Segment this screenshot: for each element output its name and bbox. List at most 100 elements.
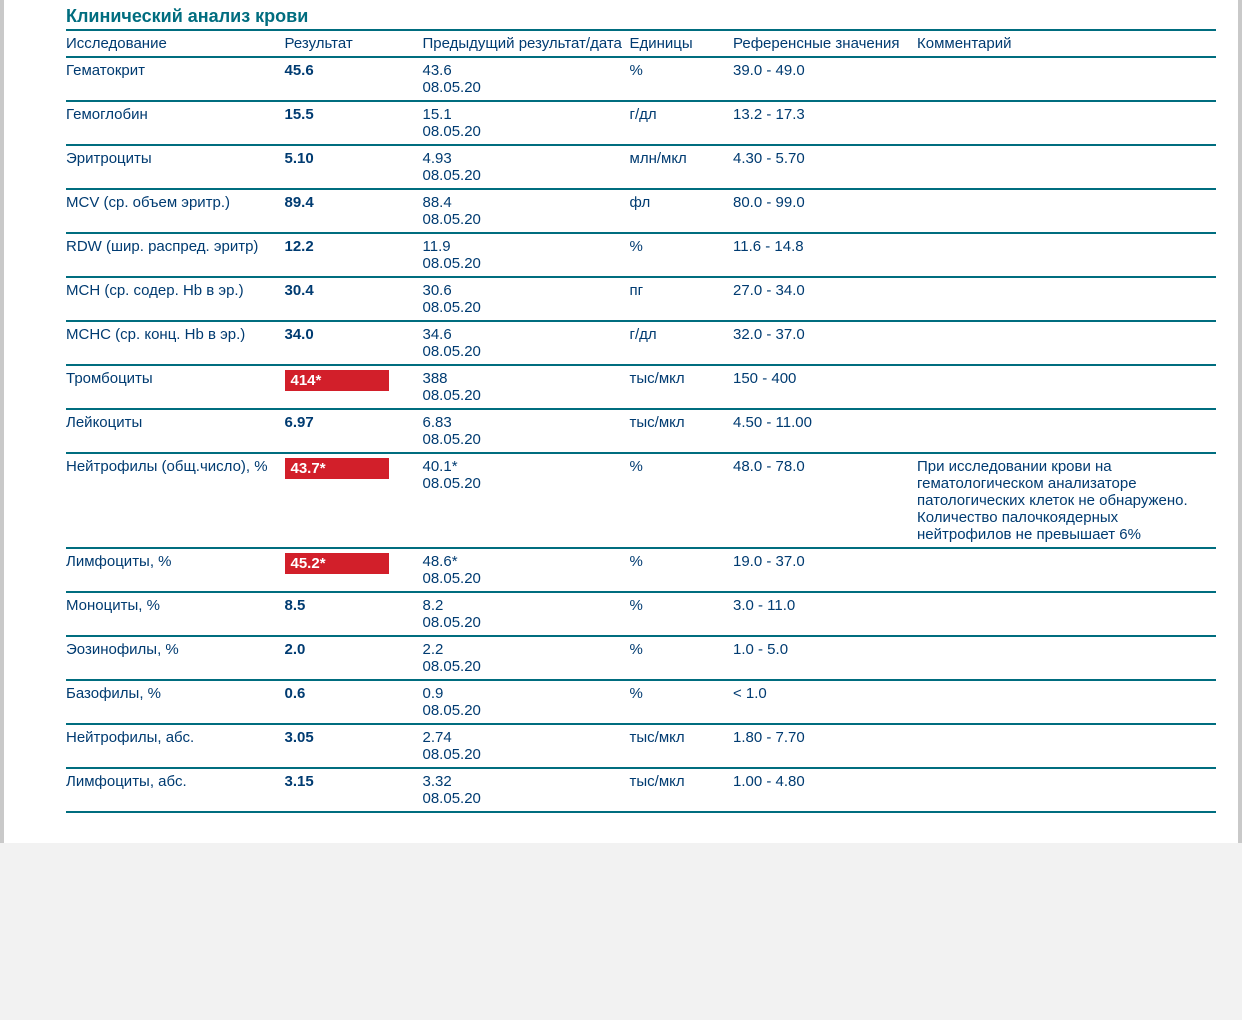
prev-value: 8.2 (423, 597, 624, 614)
cell-result: 15.5 (285, 101, 423, 145)
cell-reference: 1.00 - 4.80 (733, 768, 917, 812)
cell-comment (917, 768, 1216, 812)
prev-date: 08.05.20 (423, 702, 624, 719)
prev-value: 4.93 (423, 150, 624, 167)
prev-date: 08.05.20 (423, 255, 624, 272)
cell-reference: 150 - 400 (733, 365, 917, 409)
cell-previous: 11.908.05.20 (423, 233, 630, 277)
cell-result: 3.15 (285, 768, 423, 812)
cell-result: 12.2 (285, 233, 423, 277)
cell-test: Эритроциты (66, 145, 285, 189)
table-row: Тромбоциты414*38808.05.20тыс/мкл150 - 40… (66, 365, 1216, 409)
cell-reference: 13.2 - 17.3 (733, 101, 917, 145)
prev-date: 08.05.20 (423, 167, 624, 184)
cell-test: MCHC (ср. конц. Hb в эр.) (66, 321, 285, 365)
table-row: Базофилы, %0.60.908.05.20%< 1.0 (66, 680, 1216, 724)
cell-comment (917, 189, 1216, 233)
cell-test: Гемоглобин (66, 101, 285, 145)
flagged-result: 414* (285, 370, 389, 391)
prev-value: 2.2 (423, 641, 624, 658)
cell-result: 45.6 (285, 57, 423, 101)
prev-value: 30.6 (423, 282, 624, 299)
cell-result: 3.05 (285, 724, 423, 768)
col-units: Единицы (630, 31, 734, 57)
cell-reference: 4.50 - 11.00 (733, 409, 917, 453)
table-row: RDW (шир. распред. эритр)12.211.908.05.2… (66, 233, 1216, 277)
cell-test: RDW (шир. распред. эритр) (66, 233, 285, 277)
cell-previous: 40.1*08.05.20 (423, 453, 630, 548)
cell-test: Гематокрит (66, 57, 285, 101)
cell-comment (917, 101, 1216, 145)
cell-units: % (630, 680, 734, 724)
cell-previous: 4.9308.05.20 (423, 145, 630, 189)
prev-value: 88.4 (423, 194, 624, 211)
prev-value: 2.74 (423, 729, 624, 746)
cell-units: тыс/мкл (630, 365, 734, 409)
table-header-row: Исследование Результат Предыдущий резуль… (66, 31, 1216, 57)
cell-test: MCV (ср. объем эритр.) (66, 189, 285, 233)
table-row: Нейтрофилы (общ.число), %43.7* 40.1*08.05… (66, 453, 1216, 548)
table-row: Гемоглобин15.515.108.05.20г/дл13.2 - 17.… (66, 101, 1216, 145)
table-row: Лимфоциты, %45.2*48.6*08.05.20%19.0 - 37… (66, 548, 1216, 592)
col-comment: Комментарий (917, 31, 1216, 57)
col-result: Результат (285, 31, 423, 57)
cell-comment (917, 233, 1216, 277)
cell-units: тыс/мкл (630, 768, 734, 812)
prev-date: 08.05.20 (423, 299, 624, 316)
flagged-result: 45.2* (285, 553, 389, 574)
cell-test: Нейтрофилы (общ.число), % (66, 453, 285, 548)
cell-units: % (630, 548, 734, 592)
flagged-result: 43.7* (285, 458, 389, 479)
prev-value: 3.32 (423, 773, 624, 790)
cell-comment (917, 365, 1216, 409)
cell-test: Нейтрофилы, абс. (66, 724, 285, 768)
cell-previous: 3.3208.05.20 (423, 768, 630, 812)
cell-previous: 30.608.05.20 (423, 277, 630, 321)
cell-result: 8.5 (285, 592, 423, 636)
table-row: Нейтрофилы, абс.3.052.7408.05.20тыс/мкл1… (66, 724, 1216, 768)
cell-result: 5.10 (285, 145, 423, 189)
cell-units: % (630, 233, 734, 277)
cell-previous: 6.8308.05.20 (423, 409, 630, 453)
prev-date: 08.05.20 (423, 746, 624, 763)
cell-reference: 3.0 - 11.0 (733, 592, 917, 636)
cell-comment (917, 277, 1216, 321)
cell-comment (917, 409, 1216, 453)
cell-reference: < 1.0 (733, 680, 917, 724)
cell-result: 0.6 (285, 680, 423, 724)
table-row: Лимфоциты, абс.3.153.3208.05.20тыс/мкл1.… (66, 768, 1216, 812)
cell-result: 34.0 (285, 321, 423, 365)
cell-test: Моноциты, % (66, 592, 285, 636)
cell-result: 414* (285, 365, 423, 409)
prev-date: 08.05.20 (423, 475, 624, 492)
cell-comment (917, 57, 1216, 101)
cell-test: Базофилы, % (66, 680, 285, 724)
cell-units: % (630, 453, 734, 548)
cell-test: Лимфоциты, % (66, 548, 285, 592)
lab-report-page: Клинический анализ крови Исследование Ре… (0, 0, 1242, 843)
table-row: Лейкоциты6.976.8308.05.20тыс/мкл4.50 - 1… (66, 409, 1216, 453)
prev-date: 08.05.20 (423, 79, 624, 96)
cell-result: 2.0 (285, 636, 423, 680)
cell-test: MCH (ср. содер. Hb в эр.) (66, 277, 285, 321)
cell-reference: 19.0 - 37.0 (733, 548, 917, 592)
cell-comment (917, 724, 1216, 768)
cell-units: млн/мкл (630, 145, 734, 189)
cell-test: Лимфоциты, абс. (66, 768, 285, 812)
cell-previous: 38808.05.20 (423, 365, 630, 409)
cell-previous: 2.7408.05.20 (423, 724, 630, 768)
cell-units: фл (630, 189, 734, 233)
cell-comment (917, 145, 1216, 189)
cell-units: % (630, 57, 734, 101)
cell-units: г/дл (630, 321, 734, 365)
table-row: MCV (ср. объем эритр.)89.488.408.05.20фл… (66, 189, 1216, 233)
cell-reference: 27.0 - 34.0 (733, 277, 917, 321)
cell-comment (917, 680, 1216, 724)
lab-report-content: Клинический анализ крови Исследование Ре… (4, 4, 1238, 813)
cell-result: 6.97 (285, 409, 423, 453)
prev-value: 11.9 (423, 238, 624, 255)
prev-value: 40.1* (423, 458, 624, 475)
prev-value: 15.1 (423, 106, 624, 123)
cell-units: пг (630, 277, 734, 321)
cell-reference: 1.80 - 7.70 (733, 724, 917, 768)
